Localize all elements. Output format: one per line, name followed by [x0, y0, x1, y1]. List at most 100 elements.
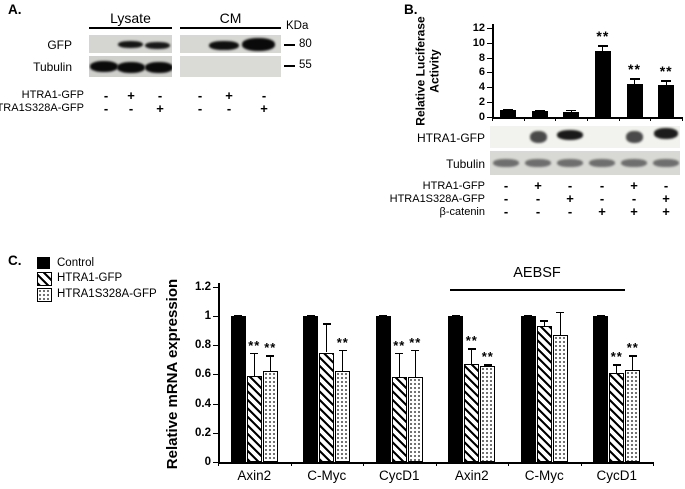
y-tick [213, 403, 218, 405]
y-axis-line [492, 24, 494, 118]
significance-stars: ** [336, 334, 349, 350]
cm-header: CM [219, 10, 242, 26]
y-tick [487, 87, 492, 89]
error-bar [616, 364, 618, 373]
sign-a-r0-lane1: + [127, 88, 135, 103]
y-tick [487, 72, 492, 74]
y-tick-label: 0 [204, 456, 211, 468]
bar [563, 112, 580, 117]
bar [464, 364, 480, 462]
error-bar-cap [661, 80, 672, 82]
sign-b-r2-lane4: + [630, 204, 638, 219]
sign-a-r0-lane3: - [197, 88, 203, 103]
bar [391, 377, 407, 462]
blot-row-label-gfp: GFP [47, 38, 72, 52]
x-tick [653, 462, 654, 466]
error-bar-cap [540, 320, 549, 322]
x-tick [580, 462, 582, 466]
sign-a-r1-lane0: - [103, 101, 109, 116]
blot-band [653, 159, 679, 167]
error-bar [602, 45, 604, 51]
significance-stars: ** [465, 333, 478, 349]
significance-stars: ** [481, 349, 494, 365]
significance-stars: ** [409, 334, 422, 350]
error-bar-cap [596, 314, 605, 317]
sign-b-r0-lane4: + [630, 178, 638, 193]
blot-strip-a-tubulin-cm [180, 56, 281, 77]
error-bar-cap [566, 109, 577, 112]
bar [625, 370, 641, 462]
category-label: CycD1 [378, 468, 420, 483]
x-tick [587, 117, 588, 121]
blot-strip-b-tubulin [490, 151, 680, 175]
bar [303, 316, 319, 462]
legend-label-htra1s328agfp: HTRA1S328A-GFP [57, 288, 157, 300]
error-bar-cap [451, 314, 460, 317]
sign-a-r0-lane2: - [157, 88, 163, 103]
y-tick-label: 0.4 [195, 397, 211, 410]
bar [407, 377, 423, 462]
significance-stars: ** [393, 337, 406, 353]
blot-band [117, 61, 145, 73]
bar [593, 316, 609, 462]
error-bar-cap [556, 311, 565, 314]
sign-a-r1-lane1: - [128, 101, 134, 116]
category-label: C-Myc [307, 468, 347, 483]
y-tick-label: 0.6 [195, 368, 211, 381]
sign-b-r2-lane1: - [535, 204, 541, 219]
error-bar-cap [379, 314, 388, 317]
y-tick-label: 0.2 [195, 426, 211, 439]
blot-band [625, 131, 643, 143]
error-bar-cap [629, 78, 640, 80]
y-tick [213, 432, 218, 434]
condition-label-beta-catenin-b: β-catenin [439, 206, 485, 218]
significance-stars: ** [628, 61, 641, 78]
sign-b-r1-lane0: - [503, 191, 509, 206]
bar [335, 371, 351, 462]
blot-band [117, 40, 143, 48]
error-bar [471, 348, 473, 365]
blot-band [557, 130, 583, 140]
sign-a-r1-lane5: + [260, 101, 268, 116]
sign-b-r1-lane3: - [599, 191, 605, 206]
category-label: CycD1 [596, 468, 638, 483]
y-tick-label: 1 [204, 310, 211, 322]
error-bar-cap [395, 352, 404, 354]
sign-b-r2-lane3: + [598, 204, 606, 219]
category-label: Axin2 [454, 468, 489, 483]
error-bar-cap [338, 349, 347, 352]
chart-b-y-axis-title: Relative Luciferase Activity [413, 16, 442, 126]
blot-row-label-htra1gfp-b: HTRA1-GFP [416, 131, 485, 145]
error-bar-cap [306, 314, 315, 317]
bar [262, 371, 278, 462]
category-label: Axin2 [237, 468, 272, 483]
sign-b-r2-lane2: - [567, 204, 573, 219]
significance-stars: ** [264, 340, 277, 356]
blot-row-label-tubulin: Tubulin [33, 60, 72, 74]
blot-band [589, 159, 615, 167]
sign-b-r1-lane4: - [631, 191, 637, 206]
error-bar-cap [483, 364, 492, 366]
error-bar-cap [628, 355, 637, 357]
condition-label-htra1gfp-a: HTRA1-GFP [21, 89, 84, 101]
x-tick [650, 117, 652, 121]
error-bar-cap [502, 109, 513, 111]
blot-band [209, 40, 239, 50]
error-bar-cap [411, 349, 420, 352]
kda-label: KDa [286, 20, 309, 32]
error-bar-cap [266, 355, 275, 357]
sign-b-r0-lane3: - [599, 178, 605, 193]
blot-band [621, 159, 647, 167]
error-bar [543, 320, 545, 327]
blot-strip-a-tubulin-lysate [89, 56, 172, 77]
condition-label-htra1s328agfp-b: HTRA1S328A-GFP [389, 193, 485, 205]
legend-label-control: Control [57, 257, 95, 269]
bar [626, 84, 643, 117]
x-tick [492, 117, 493, 121]
sign-b-r1-lane5: + [662, 191, 670, 206]
bar [609, 372, 625, 462]
bar [319, 352, 335, 462]
sign-b-r0-lane5: - [663, 178, 669, 193]
x-tick [555, 117, 557, 121]
y-tick [213, 345, 218, 347]
